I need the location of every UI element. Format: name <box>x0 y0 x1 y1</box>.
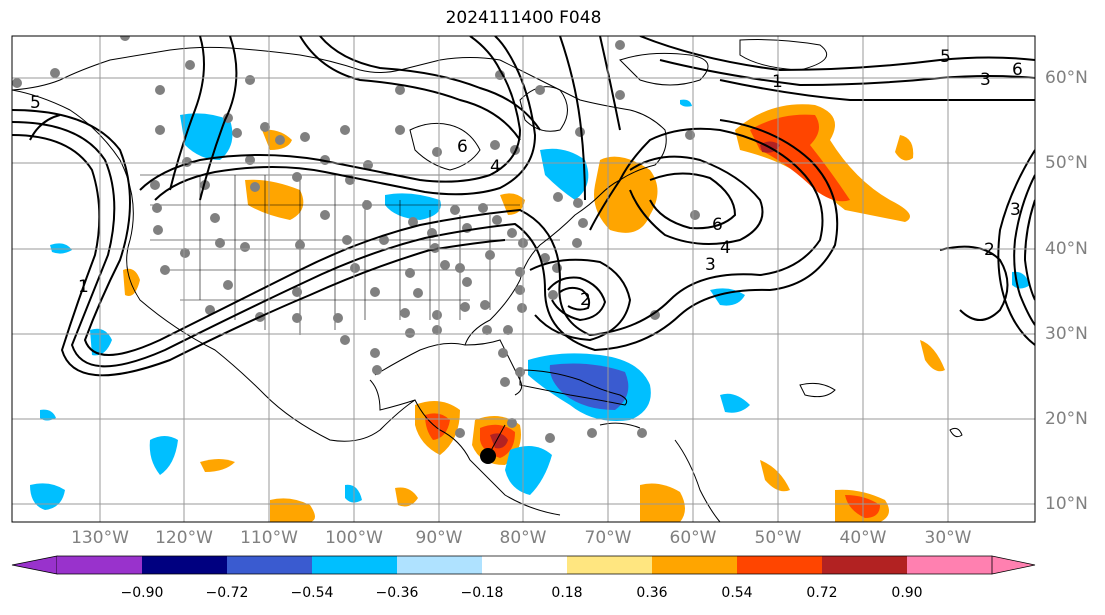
lon-label: 40°W <box>839 528 887 548</box>
anomaly-blob <box>30 483 65 510</box>
lon-label: 80°W <box>499 528 547 548</box>
anomaly-blob <box>395 487 418 507</box>
colorbar-tick-label: −0.72 <box>205 585 249 601</box>
anomaly-blob <box>760 460 790 492</box>
lon-label: 130°W <box>71 528 129 548</box>
anomaly-blob <box>200 459 235 472</box>
lon-label: 110°W <box>240 528 298 548</box>
map-title: 2024111400 F048 <box>445 8 602 28</box>
colorbar-segment <box>227 556 312 574</box>
colorbar-segment <box>907 556 992 574</box>
anomaly-blob <box>920 340 945 372</box>
contour-label: 6 <box>712 215 723 235</box>
map-frame <box>11 35 1036 523</box>
colorbar-tick-label: −0.54 <box>290 585 334 601</box>
contour-label: 2 <box>580 290 591 310</box>
height-contours <box>12 36 1035 377</box>
colorbar-tick-label: −0.90 <box>120 585 164 601</box>
lat-label: 60°N <box>1045 68 1088 88</box>
lat-label: 40°N <box>1045 239 1088 259</box>
anomaly-blob <box>710 288 745 306</box>
lat-lon-grid <box>12 36 1035 522</box>
contour-label: 4 <box>720 238 731 258</box>
contour-label: 1 <box>78 277 89 297</box>
colorbar-segment <box>737 556 822 574</box>
contour-label: 6 <box>1012 60 1023 80</box>
anomaly-blob <box>90 328 112 356</box>
colorbar-segment <box>822 556 907 574</box>
colorbar-segment <box>397 556 482 574</box>
lon-label: 60°W <box>669 528 717 548</box>
contour-label: 3 <box>980 70 991 90</box>
contour-label: 3 <box>1010 200 1021 220</box>
contour-label: 1 <box>772 72 783 92</box>
colorbar-tick-label: 0.72 <box>806 585 838 601</box>
anomaly-blob <box>123 268 140 296</box>
anomaly-blob <box>180 113 233 160</box>
colorbar-min-arrow <box>11 555 58 575</box>
anomaly-blob <box>895 135 914 161</box>
anomaly-blob <box>505 446 552 495</box>
lat-label: 50°N <box>1045 153 1088 173</box>
colorbar-segment <box>482 556 567 574</box>
colorbar-segment <box>142 556 227 574</box>
anomaly-blob <box>149 436 178 475</box>
colorbar-tick-label: 0.54 <box>721 585 753 601</box>
lon-label: 100°W <box>325 528 383 548</box>
lon-label: 90°W <box>415 528 463 548</box>
contour-label: 6 <box>457 137 468 157</box>
lat-label: 20°N <box>1045 409 1088 429</box>
anomaly-blob <box>594 156 658 233</box>
lon-label: 50°W <box>754 528 802 548</box>
contour-label: 5 <box>940 47 951 67</box>
colorbar-tick-label: 0.36 <box>636 585 668 601</box>
lat-label: 30°N <box>1045 324 1088 344</box>
contour-label: 3 <box>705 255 716 275</box>
colorbar-segment <box>567 556 652 574</box>
colorbar-segment <box>57 556 142 574</box>
colorbar-tick-label: −0.36 <box>375 585 419 601</box>
contour-label: 5 <box>30 93 41 113</box>
anomaly-blob <box>50 243 72 254</box>
colorbar-segment <box>312 556 397 574</box>
colorbar-tick-label: 0.18 <box>551 585 583 601</box>
lon-label: 30°W <box>924 528 972 548</box>
lon-label: 120°W <box>155 528 213 548</box>
colorbar-segment <box>652 556 737 574</box>
contour-labels: 6 4 3 6 4 3 1 5 6 5 3 1 2 2 <box>30 47 1023 310</box>
anomaly-blob <box>540 148 589 200</box>
anomaly-blob <box>40 409 56 421</box>
colorbar <box>11 555 1036 575</box>
lat-label: 10°N <box>1045 494 1088 514</box>
colorbar-tick-label: 0.90 <box>891 585 923 601</box>
anomaly-blob <box>245 179 304 220</box>
anomaly-blob <box>640 483 685 522</box>
lon-label: 70°W <box>584 528 632 548</box>
anomaly-blob <box>720 393 750 413</box>
anomaly-blob <box>385 193 441 220</box>
colorbar-max-arrow <box>991 555 1036 575</box>
contour-label: 2 <box>984 240 995 260</box>
colorbar-tick-label: −0.18 <box>460 585 504 601</box>
anomaly-blob <box>680 99 692 107</box>
contour-label: 4 <box>490 157 501 177</box>
